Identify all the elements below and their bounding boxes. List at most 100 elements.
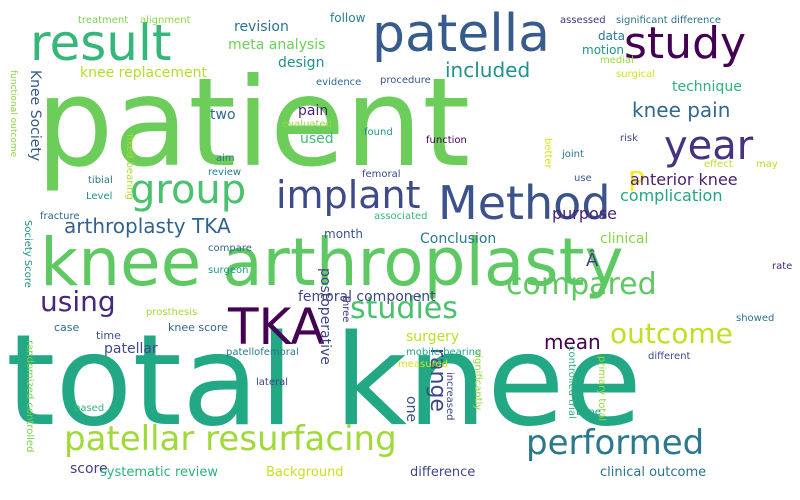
word: may (756, 159, 778, 170)
word: purpose (552, 204, 617, 223)
word: patellar (104, 341, 158, 357)
word: prosthesis (146, 307, 198, 318)
word: knee replacement (80, 65, 207, 81)
word: patella (372, 4, 551, 64)
word: complication (620, 186, 723, 205)
word: mean (544, 330, 601, 354)
word: systematic review (100, 465, 218, 480)
word: use (574, 173, 592, 184)
word: meta analysis (228, 37, 326, 53)
word: randomized controlled (24, 340, 35, 453)
word: joint (562, 149, 584, 160)
word: bone (576, 407, 601, 418)
word: range (425, 348, 450, 412)
word: fracture (40, 211, 80, 222)
word: P (628, 165, 645, 198)
word: found (364, 127, 393, 138)
word: medial (600, 55, 634, 66)
word: used (300, 131, 334, 147)
word: Level (86, 191, 113, 202)
word: risk (620, 133, 638, 144)
word: surgeon (208, 265, 249, 276)
word: significant difference (616, 15, 722, 26)
word: patient (36, 52, 471, 194)
word: clinical outcome (600, 465, 707, 480)
word: Background (266, 465, 344, 480)
word: measured (398, 359, 448, 370)
word: motion (582, 43, 625, 57)
word: knee pain (632, 98, 731, 122)
word: month (324, 227, 363, 241)
word: function (426, 135, 467, 146)
word: procedure (380, 75, 431, 86)
word: studies (350, 291, 458, 326)
word: treatment (78, 15, 129, 26)
word: performed (526, 423, 705, 463)
word: clinical (600, 231, 649, 247)
word: tibial (88, 175, 113, 186)
word: follow (330, 11, 366, 25)
word: using (40, 285, 116, 318)
word: femoral (362, 169, 401, 180)
word: evaluated (282, 119, 332, 130)
word: result (30, 14, 172, 72)
word: review (208, 167, 242, 178)
word: evidence (316, 77, 362, 88)
word: Society Score (22, 220, 33, 288)
word: surgical (616, 69, 656, 80)
word: knee arthroplasty (40, 224, 624, 301)
word: primary total (596, 356, 607, 422)
word: three (340, 296, 351, 323)
word: implant (276, 173, 421, 217)
word: compared (506, 267, 657, 302)
word: functional outcome (8, 70, 18, 158)
word: compare (208, 243, 252, 254)
word: technique (672, 79, 742, 95)
word: knee score (168, 321, 228, 334)
word: Knee Society (27, 70, 43, 162)
word: postoperative (317, 268, 333, 365)
word: pain (298, 103, 329, 119)
word: group (130, 167, 247, 213)
word: design (278, 55, 325, 71)
word: arthroplasty TKA (64, 214, 231, 238)
word: increased (444, 372, 455, 421)
word: femoral component (298, 289, 436, 305)
word: Conclusion (420, 231, 497, 247)
word: score (70, 461, 108, 477)
word: one (403, 396, 419, 423)
word: total knee (6, 307, 643, 454)
word: assessed (560, 15, 606, 26)
word: showed (736, 313, 775, 324)
word: aim (216, 153, 235, 164)
word: outcome (610, 317, 733, 350)
word: surgery (406, 329, 460, 345)
word: Method (438, 176, 611, 230)
word: case (54, 321, 80, 334)
word: revision (234, 19, 289, 35)
word: difference (410, 465, 476, 480)
word: year (664, 123, 754, 169)
word: fixed bearing (124, 134, 135, 200)
word: included (445, 58, 531, 82)
word: TKA (228, 298, 325, 356)
word: mobile bearing (406, 347, 482, 358)
word: time (96, 329, 121, 342)
word: lateral (256, 377, 288, 388)
word: patellar resurfacing (64, 419, 397, 459)
word: associated (374, 211, 428, 222)
word: study (624, 18, 747, 69)
word: significantly (472, 350, 483, 411)
word: data (598, 29, 626, 43)
word: patellofemoral (226, 347, 299, 358)
word: rate (772, 261, 793, 272)
word: effect (704, 159, 733, 170)
word: better (542, 138, 553, 169)
word: different (648, 351, 691, 362)
word: based (74, 403, 105, 414)
word: Â (586, 250, 599, 271)
word: controlled trial (566, 346, 577, 419)
word: alignment (140, 15, 191, 26)
word: two (210, 107, 236, 123)
